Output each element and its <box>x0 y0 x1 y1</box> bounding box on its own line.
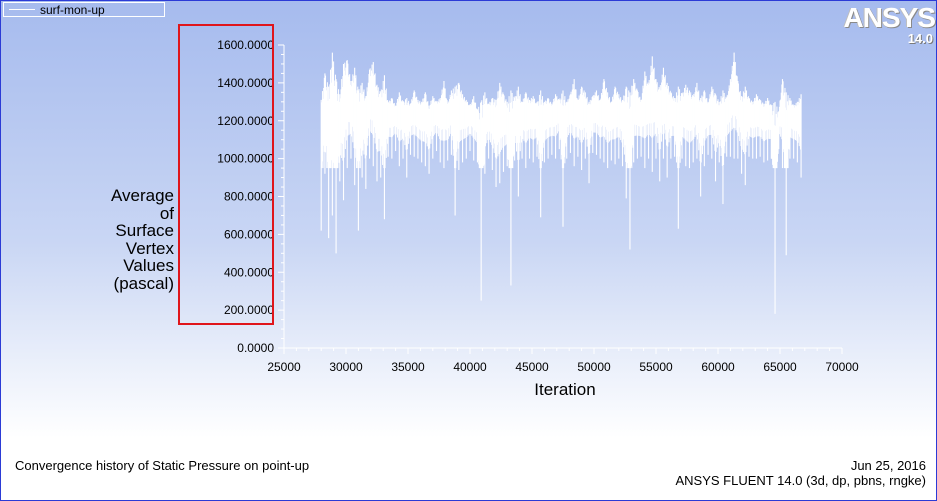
y-tick-label: 0.0000 <box>237 341 274 355</box>
legend-label: surf-mon-up <box>40 3 105 17</box>
y-axis-label-line: of <box>159 203 174 223</box>
plot-area: surf-mon-up ANSYS 14.0 Average of Surface V… <box>1 1 936 438</box>
highlight-box <box>178 24 274 325</box>
x-tick-label: 60000 <box>701 360 735 374</box>
x-tick-label: 65000 <box>763 360 797 374</box>
y-tick-label: 1200.0000 <box>217 114 274 128</box>
footer-solver: ANSYS FLUENT 14.0 (3d, dp, pbns, rngke) <box>675 473 927 488</box>
x-tick-label: 55000 <box>639 360 673 374</box>
x-axis-label: Iteration <box>534 380 596 399</box>
y-tick-label: 400.0000 <box>224 265 274 279</box>
logo-version: 14.0 <box>907 31 933 46</box>
y-axis-label: Average of Surface Vertex Values (pascal) <box>96 187 174 292</box>
chart-canvas: 0.0000 200.0000 400.0000 600.0000 800.0000 10… <box>217 38 859 374</box>
y-axis-label-line: Average <box>110 186 174 205</box>
x-tick-label: 25000 <box>267 360 301 374</box>
footer-date: Jun 25, 2016 <box>850 458 926 473</box>
logo-text: ANSYS <box>843 2 936 33</box>
x-tick-label: 30000 <box>329 360 363 374</box>
y-axis-label-line: (pascal) <box>113 273 174 293</box>
x-tick-label: 50000 <box>577 360 611 374</box>
x-tick-label: 70000 <box>825 360 859 374</box>
x-tick-label: 40000 <box>453 360 487 374</box>
y-tick-label: 1400.0000 <box>217 76 274 90</box>
x-tick-label: 35000 <box>391 360 425 374</box>
ansys-logo: ANSYS 14.0 <box>839 2 936 47</box>
legend-line-swatch <box>9 9 35 10</box>
y-tick-label: 600.0000 <box>224 227 274 241</box>
x-tick-label: 45000 <box>515 360 549 374</box>
y-tick-label: 200.0000 <box>224 303 274 317</box>
y-tick-label: 1600.0000 <box>217 38 274 52</box>
y-tick-label: 1000.0000 <box>217 152 274 166</box>
y-tick-label: 800.0000 <box>224 190 274 204</box>
legend: surf-mon-up <box>3 2 165 17</box>
y-axis-label-line: Vertex <box>125 238 174 258</box>
footer-title: Convergence history of Static Pressure o… <box>15 458 310 473</box>
y-axis-label-line: Surface <box>115 221 174 240</box>
y-axis-label-line: Values <box>123 256 174 275</box>
